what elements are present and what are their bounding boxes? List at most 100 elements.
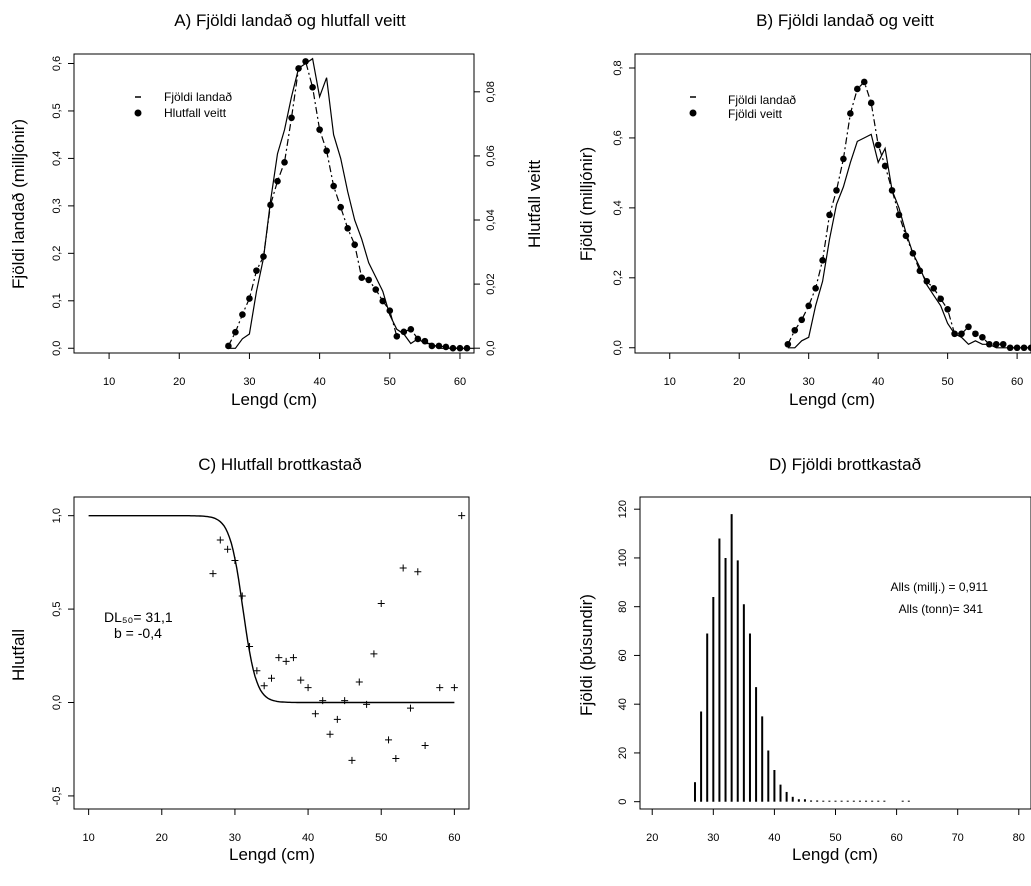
panel-a-ylabel: Fjöldi landað (milljónir) <box>9 119 28 289</box>
y-tick-label: 0,5 <box>51 601 63 616</box>
panel-a-legend-entry-veitt: Hlutfall veitt <box>164 106 227 120</box>
right-y-tick-label: 0,04 <box>485 209 497 230</box>
y-tick-label: 60 <box>617 649 629 661</box>
data-point <box>979 333 986 341</box>
plus-point <box>414 568 422 576</box>
y-tick-label: 0,1 <box>51 293 63 308</box>
x-tick-label: 40 <box>302 832 314 844</box>
y-tick-label: 0,0 <box>51 341 63 356</box>
data-point <box>316 126 323 133</box>
data-point <box>288 114 295 122</box>
panel-b-x-axis: 10 20 30 40 50 60 <box>664 353 1023 388</box>
panel-c-annotation-b: b = -0,4 <box>114 625 162 641</box>
y-tick-label: 100 <box>617 549 629 567</box>
data-point <box>337 203 344 211</box>
data-point <box>435 342 443 350</box>
data-point <box>944 305 951 313</box>
y-tick-label: 80 <box>617 601 629 613</box>
selection-curve <box>88 515 455 704</box>
panel-d-bars <box>693 514 910 802</box>
data-point <box>428 342 436 350</box>
plus-point <box>231 557 239 565</box>
plus-point <box>348 756 356 764</box>
panel-b: B) Fjöldi landað og veitt Lengd (cm) Fjö… <box>577 11 1031 409</box>
plus-point <box>253 667 261 675</box>
panel-a: A) Fjöldi landað og hlutfall veitt Lengd… <box>9 11 544 409</box>
panel-a-x-axis: 10 20 30 40 50 60 <box>103 353 466 388</box>
panel-c-annotation-dl50: DL₅₀= 31,1 <box>104 609 173 625</box>
x-tick-label: 20 <box>173 376 185 388</box>
panel-b-ylabel: Fjöldi (milljónir) <box>577 147 596 261</box>
data-point <box>840 155 847 163</box>
plus-point <box>209 570 217 578</box>
data-point <box>407 325 415 333</box>
data-point <box>274 177 281 185</box>
data-point <box>442 343 450 351</box>
plus-point <box>377 599 385 607</box>
right-y-tick-label: 0,02 <box>485 273 497 294</box>
plus-point <box>385 736 393 744</box>
x-tick-label: 10 <box>664 376 676 388</box>
panel-d-ylabel: Fjöldi (þúsundir) <box>577 594 596 716</box>
data-point <box>449 344 457 352</box>
x-tick-label: 70 <box>952 832 964 844</box>
data-point <box>986 340 993 348</box>
data-point <box>965 323 972 331</box>
panel-a-series <box>225 57 474 352</box>
data-point <box>902 232 910 240</box>
data-point <box>992 340 1000 348</box>
x-tick-label: 50 <box>942 376 954 388</box>
panel-b-legend-entry-veitt: Fjöldi veitt <box>728 107 783 121</box>
x-tick-label: 60 <box>454 376 466 388</box>
y-tick-label: 0,2 <box>51 246 63 261</box>
x-tick-label: 30 <box>803 376 815 388</box>
plus-point <box>406 704 414 712</box>
panel-c-ylabel: Hlutfall <box>9 629 28 681</box>
data-point <box>951 330 958 338</box>
x-tick-label: 20 <box>733 376 745 388</box>
x-tick-label: 40 <box>872 376 884 388</box>
plus-point <box>458 512 466 520</box>
panel-b-legend: Fjöldi landað Fjöldi veitt <box>689 93 796 121</box>
data-point <box>937 295 944 303</box>
legend-point-marker <box>134 109 142 117</box>
data-point <box>456 344 464 352</box>
plus-point <box>297 676 305 684</box>
series-line-veitt <box>787 80 1031 349</box>
data-point <box>812 285 819 292</box>
panel-b-xlabel: Lengd (cm) <box>789 390 875 409</box>
panel-d-annotation-total-millions: Alls (millj.) = 0,911 <box>891 580 989 594</box>
plus-point <box>399 564 407 572</box>
data-point <box>819 257 826 264</box>
data-point <box>930 285 938 292</box>
panel-c-x-axis: 10 20 30 40 50 60 <box>83 809 460 844</box>
x-tick-label: 40 <box>313 376 325 388</box>
y-tick-label: 120 <box>617 500 629 518</box>
data-point <box>309 84 316 91</box>
x-tick-label: 50 <box>829 832 841 844</box>
plus-point <box>282 657 290 665</box>
panel-a-right-axis: 0,0 0,02 0,04 0,06 0,08 <box>474 81 497 356</box>
plus-point <box>355 678 363 686</box>
data-point <box>225 342 232 350</box>
data-point <box>393 333 401 340</box>
series-line-veitt <box>227 60 467 349</box>
plus-point <box>333 715 341 723</box>
panel-c-plot-box <box>73 496 470 810</box>
panel-c-y-axis: -0,5 0,0 0,5 1,0 <box>51 508 74 805</box>
x-tick-label: 30 <box>707 832 719 844</box>
x-tick-label: 40 <box>768 832 780 844</box>
data-point <box>358 274 366 281</box>
plus-point <box>268 674 275 682</box>
panel-a-title: A) Fjöldi landað og hlutfall veitt <box>174 11 406 30</box>
right-y-tick-label: 0,0 <box>485 341 497 356</box>
plus-point <box>289 654 297 662</box>
y-tick-label: 0,3 <box>51 198 63 213</box>
x-tick-label: 50 <box>375 832 387 844</box>
data-point <box>295 65 302 72</box>
panel-b-legend-entry-landad: Fjöldi landað <box>728 93 796 107</box>
data-point <box>351 241 359 248</box>
data-point <box>867 99 875 107</box>
panel-d: D) Fjöldi brottkastað Lengd (cm) Fjöldi … <box>577 455 1031 864</box>
data-point <box>246 295 253 302</box>
